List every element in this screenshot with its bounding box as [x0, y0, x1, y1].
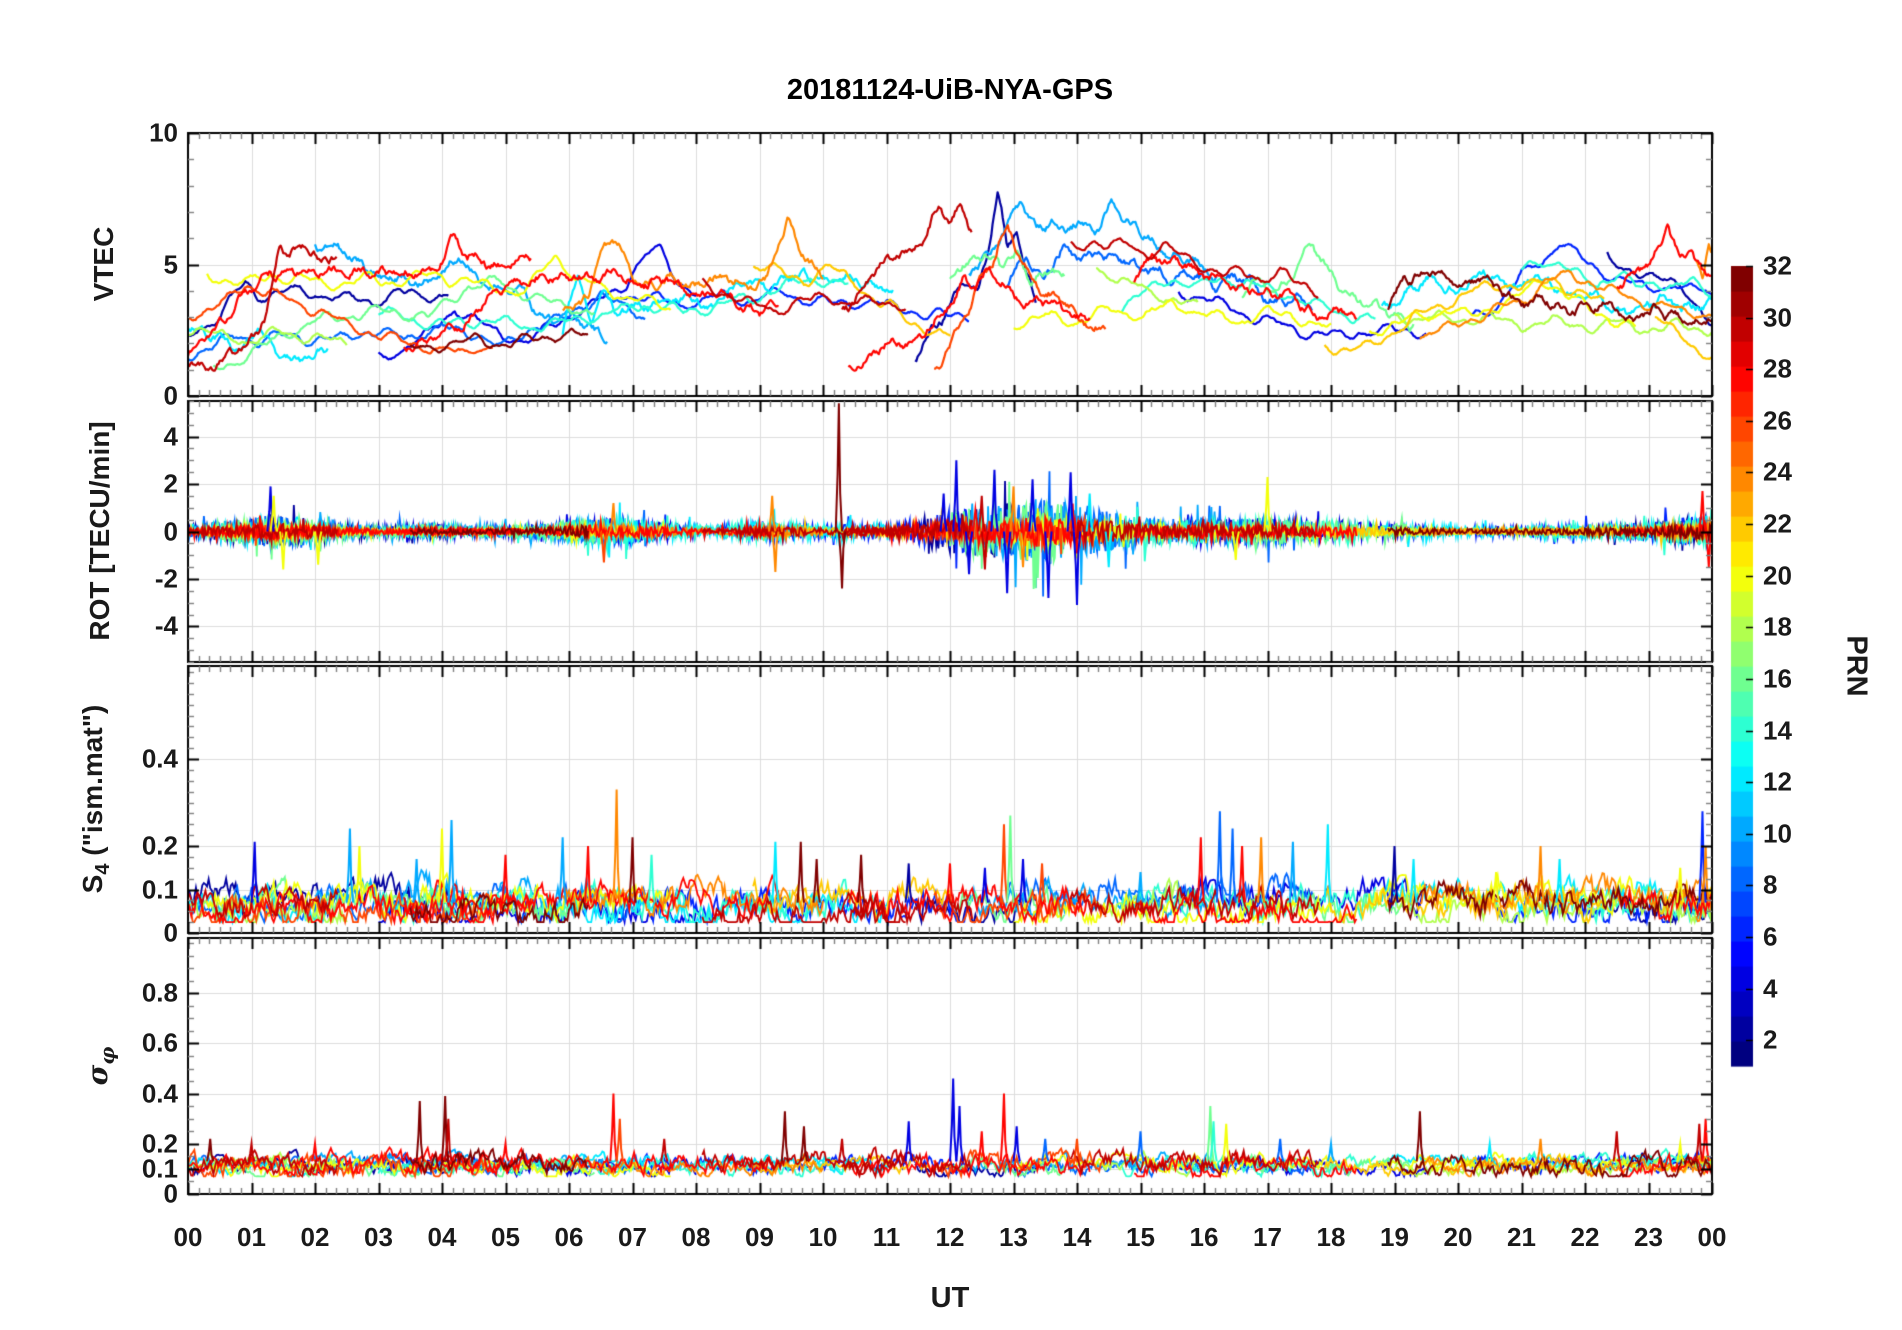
x-tick-label: 04 — [427, 1222, 457, 1252]
colorbar-tick-label: 22 — [1763, 508, 1792, 539]
x-tick-label: 11 — [872, 1222, 901, 1252]
y-axis-label-s4: S4 ("ism.mat") — [77, 704, 114, 894]
x-tick-label: 01 — [237, 1222, 266, 1252]
y-tick-label: -4 — [154, 610, 178, 641]
colorbar-tick-label: 18 — [1763, 611, 1792, 642]
colorbar-tick-label: 6 — [1763, 921, 1778, 952]
x-tick-label: 06 — [554, 1222, 584, 1252]
x-tick-label: 00 — [173, 1222, 203, 1252]
y-tick-label: 0.4 — [141, 743, 178, 774]
colorbar-label: PRN — [1840, 635, 1873, 697]
colorbar-tick-label: 32 — [1763, 250, 1792, 281]
x-tick-label: 19 — [1380, 1222, 1409, 1252]
y-tick-label: 0 — [163, 516, 178, 546]
x-tick-label: 18 — [1316, 1222, 1346, 1252]
y-axis-label-rot: ROT [TECU/min] — [84, 421, 115, 641]
colorbar-tick-label: 12 — [1763, 766, 1792, 797]
colorbar-tick-label: 26 — [1763, 405, 1792, 436]
x-tick-label: 20 — [1443, 1222, 1473, 1252]
x-tick-label: 17 — [1253, 1222, 1282, 1252]
y-tick-label: 5 — [163, 249, 178, 279]
x-tick-label: 05 — [491, 1222, 520, 1252]
y-tick-label: 0.2 — [141, 1128, 178, 1159]
y-tick-label: 4 — [163, 421, 178, 452]
y-axis-label-vtec: VTEC — [88, 226, 119, 302]
x-tick-label: 21 — [1507, 1222, 1536, 1252]
x-tick-label: 12 — [935, 1222, 965, 1252]
x-tick-label: 23 — [1634, 1222, 1663, 1252]
y-tick-label: 0.1 — [141, 1153, 178, 1184]
colorbar-tick-label: 8 — [1763, 869, 1778, 900]
y-tick-label: 0.4 — [141, 1078, 178, 1109]
colorbar-tick-label: 28 — [1763, 353, 1792, 384]
x-axis-label: UT — [930, 1282, 970, 1314]
y-tick-label: 0 — [163, 1178, 178, 1209]
colorbar-tick-label: 4 — [1763, 973, 1778, 1004]
figure-title: 20181124-UiB-NYA-GPS — [786, 74, 1114, 106]
colorbar-tick-label: 10 — [1763, 818, 1792, 849]
x-tick-label: 07 — [618, 1222, 647, 1252]
y-tick-label: 10 — [149, 117, 178, 148]
colorbar-tick-label: 24 — [1763, 456, 1792, 487]
y-tick-label: 0.6 — [141, 1027, 178, 1058]
y-tick-label: 0 — [163, 380, 178, 411]
colorbar-tick-label: 16 — [1763, 663, 1792, 694]
y-tick-label: 2 — [163, 468, 178, 499]
x-tick-label: 00 — [1697, 1222, 1727, 1252]
x-tick-label: 16 — [1189, 1222, 1219, 1252]
y-tick-label: -2 — [154, 563, 178, 594]
x-tick-label: 10 — [808, 1222, 838, 1252]
x-tick-label: 15 — [1126, 1222, 1155, 1252]
x-tick-label: 13 — [999, 1222, 1028, 1252]
x-tick-label: 14 — [1062, 1222, 1092, 1252]
y-tick-label: 0 — [163, 917, 178, 948]
x-tick-label: 09 — [745, 1222, 774, 1252]
x-tick-label: 22 — [1570, 1222, 1600, 1252]
colorbar-tick-label: 14 — [1763, 715, 1792, 746]
colorbar-tick-label: 30 — [1763, 302, 1792, 333]
colorbar-tick-label: 20 — [1763, 560, 1792, 591]
x-tick-label: 03 — [364, 1222, 393, 1252]
y-tick-label: 0.1 — [141, 874, 178, 904]
x-tick-label: 02 — [300, 1222, 330, 1252]
x-tick-label: 08 — [681, 1222, 711, 1252]
colorbar-tick-label: 2 — [1763, 1024, 1778, 1055]
y-tick-label: 0.8 — [141, 977, 178, 1008]
y-tick-label: 0.2 — [141, 830, 178, 861]
y-axis-label-sigma-phi: σφ — [81, 1046, 119, 1086]
